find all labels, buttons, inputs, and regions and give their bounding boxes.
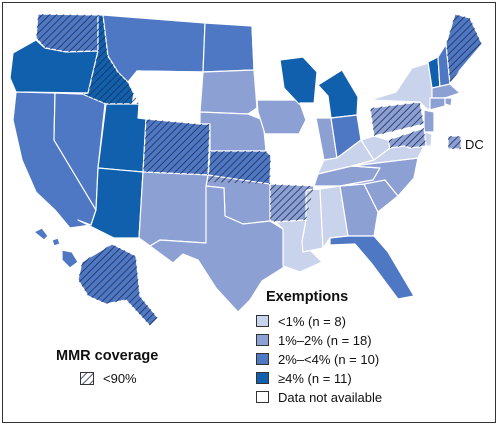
state-nj <box>423 109 435 133</box>
mmr-hatch-ks <box>208 151 271 184</box>
legend-swatch <box>256 391 269 403</box>
hatch-swatch <box>80 372 94 385</box>
legend-label: 1%–2% (n = 18) <box>278 332 372 348</box>
dc-label: DC <box>465 137 484 152</box>
mmr-legend-item: <90% <box>80 371 137 386</box>
state-ct <box>429 97 446 111</box>
mmr-legend-label: <90% <box>103 371 137 386</box>
legend-swatch <box>256 372 269 384</box>
state-sd <box>199 69 258 115</box>
mmr-hatch-pa <box>370 102 424 136</box>
mmr-hatch-id <box>82 15 139 104</box>
state-hi <box>33 227 79 269</box>
legend-item-2to4: 2%–<4% (n = 10) <box>256 350 379 368</box>
state-wy <box>129 70 204 125</box>
mmr-hatch-co <box>143 119 210 175</box>
state-nc <box>339 157 419 197</box>
state-ia <box>256 99 307 135</box>
state-ne <box>199 111 267 152</box>
legend-item-lt1: <1% (n = 8) <box>256 312 346 330</box>
state-ma <box>431 83 461 99</box>
legend-swatch <box>256 334 269 346</box>
legend-label: 2%–<4% (n = 10) <box>278 351 380 367</box>
mmr-hatch-wa <box>36 14 98 52</box>
mmr-legend-title: MMR coverage <box>56 348 159 364</box>
mmr-hatch-md <box>388 128 426 148</box>
state-wi <box>279 56 318 105</box>
state-mi <box>317 69 359 119</box>
legend-swatch <box>256 315 269 327</box>
legend-item-na: Data not available <box>256 388 382 406</box>
mmr-hatch-dc <box>448 136 461 149</box>
legend-swatch <box>256 353 269 365</box>
state-fl <box>329 235 415 300</box>
exemptions-legend-title: Exemptions <box>266 289 349 305</box>
mmr-hatch-me <box>446 14 482 84</box>
state-tx <box>149 185 290 313</box>
state-nd <box>202 22 255 73</box>
legend-label: ≥4% (n = 11) <box>278 370 352 386</box>
state-ut <box>97 103 147 173</box>
mmr-hatch-ar <box>270 184 314 222</box>
state-nm <box>138 171 209 247</box>
state-ri <box>444 97 453 107</box>
legend-label: <1% (n = 8) <box>278 313 346 329</box>
mmr-hatch-ak <box>78 244 158 326</box>
legend-item-ge4: ≥4% (n = 11) <box>256 369 352 387</box>
legend-item-1to2: 1%–2% (n = 18) <box>256 331 372 349</box>
legend-label: Data not available <box>278 389 383 405</box>
